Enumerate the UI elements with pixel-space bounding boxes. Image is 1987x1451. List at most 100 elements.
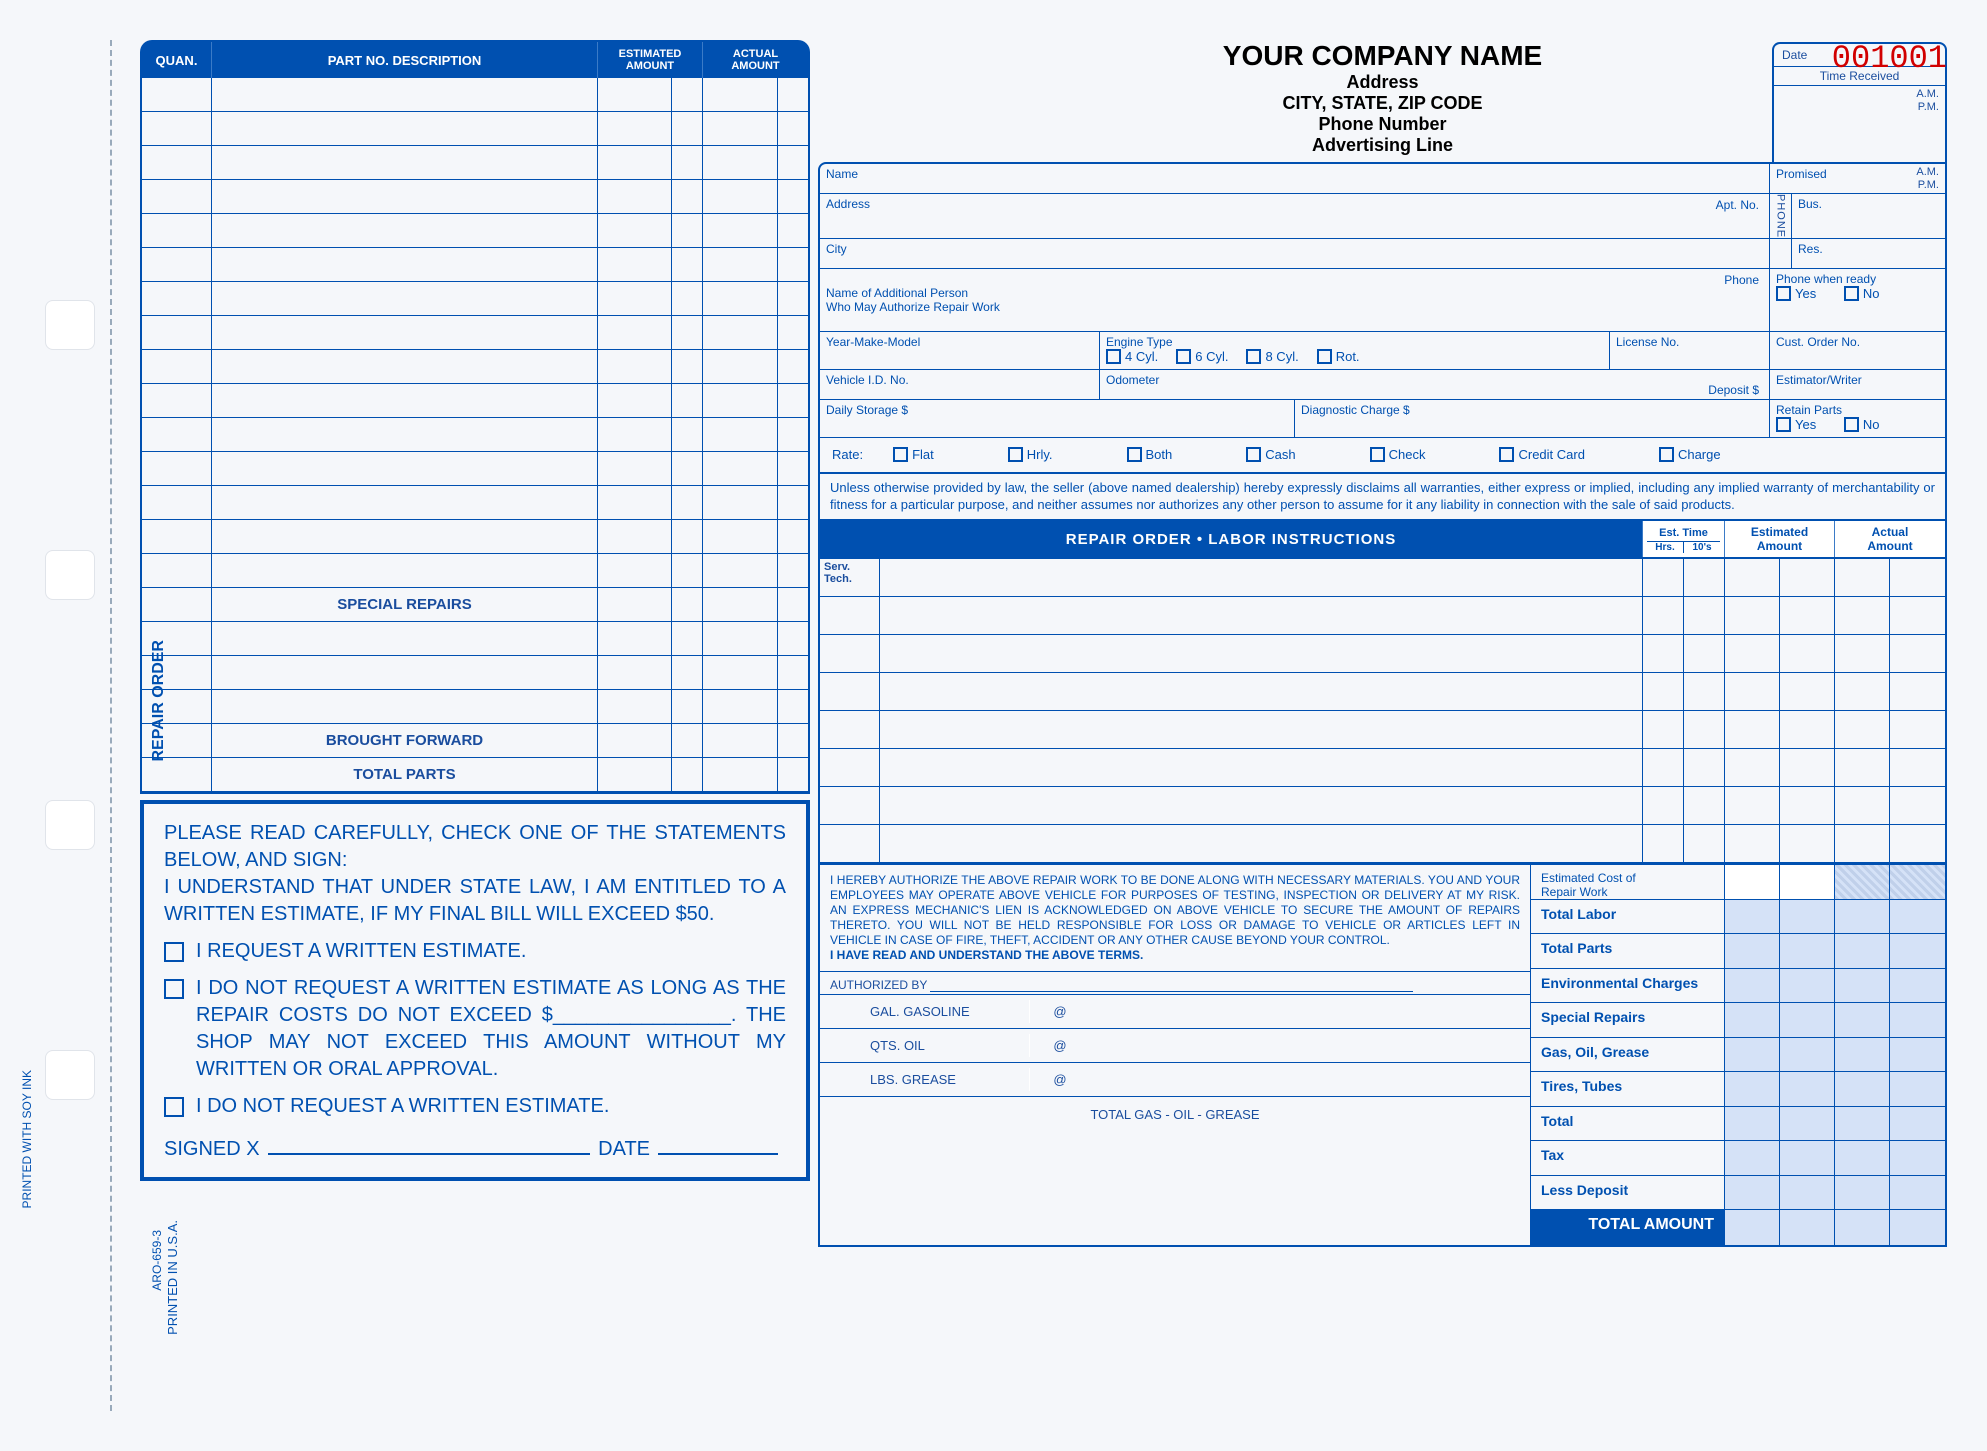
checkbox-icon[interactable] bbox=[164, 942, 184, 962]
parts-row[interactable] bbox=[142, 146, 808, 180]
form-number: 001001 bbox=[1832, 40, 1947, 77]
rate-option[interactable]: Both bbox=[1127, 447, 1173, 462]
fluid-gas-row[interactable]: GAL. GASOLINE @ bbox=[820, 995, 1530, 1029]
odometer-field[interactable]: Odometer Deposit $ bbox=[1100, 370, 1770, 399]
company-city: CITY, STATE, ZIP CODE bbox=[998, 93, 1767, 114]
time-received-field[interactable]: A.M.P.M. bbox=[1774, 86, 1945, 124]
engine-option[interactable]: 8 Cyl. bbox=[1246, 349, 1298, 364]
parts-row[interactable] bbox=[142, 418, 808, 452]
parts-row[interactable] bbox=[142, 690, 808, 724]
totals-column: Estimated Cost of Repair WorkTotal Labor… bbox=[1531, 865, 1945, 1245]
rate-option[interactable]: Check bbox=[1370, 447, 1426, 462]
labor-row[interactable] bbox=[820, 635, 1945, 673]
parts-label-row: SPECIAL REPAIRS bbox=[142, 588, 808, 622]
parts-row[interactable] bbox=[142, 112, 808, 146]
promised-field[interactable]: Promised A.M.P.M. bbox=[1770, 164, 1945, 193]
company-address: Address bbox=[998, 72, 1767, 93]
printed-usa-label: PRINTED IN U.S.A. bbox=[165, 1220, 180, 1335]
engine-option[interactable]: Rot. bbox=[1317, 349, 1360, 364]
address-field[interactable]: Address Apt. No. bbox=[820, 194, 1770, 238]
labor-est-time-header: Est. Time Hrs. 10's bbox=[1643, 521, 1725, 557]
engine-option[interactable]: 6 Cyl. bbox=[1176, 349, 1228, 364]
res-phone-field[interactable]: Res. bbox=[1792, 239, 1945, 268]
year-make-model-field[interactable]: Year-Make-Model bbox=[820, 332, 1100, 369]
parts-row[interactable] bbox=[142, 656, 808, 690]
total-amount-row: TOTAL AMOUNT bbox=[1531, 1210, 1945, 1245]
statement-body: I UNDERSTAND THAT UNDER STATE LAW, I AM … bbox=[164, 874, 786, 928]
additional-person-field[interactable]: Name of Additional Person Who May Author… bbox=[820, 269, 1770, 331]
parts-row[interactable] bbox=[142, 622, 808, 656]
parts-row[interactable] bbox=[142, 78, 808, 112]
parts-row[interactable] bbox=[142, 486, 808, 520]
header-est: ESTIMATED AMOUNT bbox=[598, 42, 703, 78]
labor-row[interactable] bbox=[820, 825, 1945, 863]
company-phone: Phone Number bbox=[998, 114, 1767, 135]
fluid-oil-row[interactable]: QTS. OIL @ bbox=[820, 1029, 1530, 1063]
repair-order-side-label: REPAIR ORDER bbox=[150, 640, 168, 762]
total-row: Special Repairs bbox=[1531, 1003, 1945, 1038]
diagnostic-charge-field[interactable]: Diagnostic Charge $ bbox=[1295, 400, 1770, 437]
parts-row[interactable] bbox=[142, 384, 808, 418]
header-quan: QUAN. bbox=[142, 42, 212, 78]
cust-order-no-field[interactable]: Cust. Order No. bbox=[1770, 332, 1945, 369]
labor-body: Serv. Tech. bbox=[818, 559, 1947, 865]
labor-row[interactable] bbox=[820, 787, 1945, 825]
parts-row[interactable] bbox=[142, 452, 808, 486]
signature-line[interactable]: SIGNED X DATE bbox=[164, 1138, 786, 1161]
authorization-text: I HEREBY AUTHORIZE THE ABOVE REPAIR WORK… bbox=[820, 865, 1530, 971]
statement-option-3[interactable]: I DO NOT REQUEST A WRITTEN ESTIMATE. bbox=[164, 1093, 786, 1120]
parts-row[interactable] bbox=[142, 282, 808, 316]
checkbox-icon[interactable] bbox=[164, 979, 184, 999]
estimator-field[interactable]: Estimator/Writer bbox=[1770, 370, 1945, 399]
statement-box: PLEASE READ CAREFULLY, CHECK ONE OF THE … bbox=[140, 800, 810, 1181]
labor-est-amt-header: Estimated Amount bbox=[1725, 521, 1835, 557]
parts-row[interactable] bbox=[142, 316, 808, 350]
labor-row[interactable] bbox=[820, 711, 1945, 749]
statement-option-2[interactable]: I DO NOT REQUEST A WRITTEN ESTIMATE AS L… bbox=[164, 975, 786, 1083]
rate-option[interactable]: Credit Card bbox=[1499, 447, 1584, 462]
header-desc: PART NO. DESCRIPTION bbox=[212, 42, 598, 78]
parts-row[interactable] bbox=[142, 180, 808, 214]
checkbox-icon[interactable] bbox=[164, 1097, 184, 1117]
retain-parts-field[interactable]: Retain Parts Yes No bbox=[1770, 400, 1945, 437]
warranty-disclaimer: Unless otherwise provided by law, the se… bbox=[818, 474, 1947, 522]
soy-ink-label: PRINTED WITH SOY INK bbox=[20, 1070, 34, 1208]
bus-phone-field[interactable]: Bus. bbox=[1792, 194, 1945, 238]
customer-info-grid: Name Promised A.M.P.M. Address Apt. No. … bbox=[818, 162, 1947, 474]
engine-type-field[interactable]: Engine Type 4 Cyl.6 Cyl.8 Cyl.Rot. bbox=[1100, 332, 1610, 369]
parts-row[interactable] bbox=[142, 554, 808, 588]
labor-row[interactable] bbox=[820, 597, 1945, 635]
daily-storage-field[interactable]: Daily Storage $ bbox=[820, 400, 1295, 437]
form-code-label: ARO-659-3 bbox=[150, 1230, 164, 1291]
total-row: Estimated Cost of Repair Work bbox=[1531, 865, 1945, 900]
vehicle-id-field[interactable]: Vehicle I.D. No. bbox=[820, 370, 1100, 399]
rate-option[interactable]: Hrly. bbox=[1008, 447, 1053, 462]
labor-header: REPAIR ORDER • LABOR INSTRUCTIONS Est. T… bbox=[818, 521, 1947, 559]
header-act: ACTUAL AMOUNT bbox=[703, 42, 808, 78]
city-field[interactable]: City bbox=[820, 239, 1770, 268]
parts-row[interactable] bbox=[142, 350, 808, 384]
rate-option[interactable]: Cash bbox=[1246, 447, 1295, 462]
labor-row[interactable] bbox=[820, 673, 1945, 711]
parts-row[interactable] bbox=[142, 248, 808, 282]
rate-option[interactable]: Flat bbox=[893, 447, 934, 462]
labor-row[interactable]: Serv. Tech. bbox=[820, 559, 1945, 597]
rate-row[interactable]: Rate: FlatHrly.BothCashCheckCredit CardC… bbox=[820, 445, 1945, 464]
license-no-field[interactable]: License No. bbox=[1610, 332, 1770, 369]
labor-row[interactable] bbox=[820, 749, 1945, 787]
total-row: Gas, Oil, Grease bbox=[1531, 1038, 1945, 1073]
binder-holes bbox=[40, 0, 100, 1451]
total-row: Less Deposit bbox=[1531, 1176, 1945, 1211]
statement-option-1[interactable]: I REQUEST A WRITTEN ESTIMATE. bbox=[164, 938, 786, 965]
fluid-grease-row[interactable]: LBS. GREASE @ bbox=[820, 1063, 1530, 1097]
name-field[interactable]: Name bbox=[820, 164, 1770, 193]
parts-row[interactable] bbox=[142, 214, 808, 248]
rate-option[interactable]: Charge bbox=[1659, 447, 1721, 462]
phone-when-ready-field[interactable]: Phone when ready Yes No bbox=[1770, 269, 1945, 331]
fluid-total-row: TOTAL GAS - OIL - GREASE bbox=[820, 1097, 1530, 1131]
authorized-by-line[interactable]: AUTHORIZED BY bbox=[820, 971, 1530, 994]
company-name: YOUR COMPANY NAME bbox=[998, 40, 1767, 72]
engine-option[interactable]: 4 Cyl. bbox=[1106, 349, 1158, 364]
parts-row[interactable] bbox=[142, 520, 808, 554]
total-row: Tax bbox=[1531, 1141, 1945, 1176]
